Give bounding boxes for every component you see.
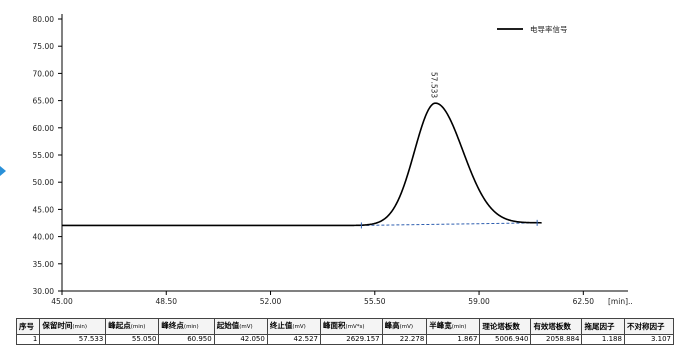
table-header-cell: 不对称因子: [623, 318, 674, 335]
header-unit: (min): [130, 324, 146, 330]
table-cell: 1: [15, 334, 41, 345]
table-row[interactable]: 1 57.533 55.050 60.950 42.050 42.527 2629.157 2…: [15, 334, 674, 345]
y-tick-label-2: 40.00: [33, 233, 55, 242]
x-axis-unit-label: [min]..: [608, 297, 633, 306]
table-cell: 1.867: [426, 334, 481, 345]
table-cell: 57.533: [39, 334, 107, 345]
chromatogram-chart: 30.00 35.00 40.00 45.00 50.00 55.00 60.00 65.00…: [33, 14, 633, 306]
table-cell: 42.527: [266, 334, 321, 345]
table-header-cell: 保留时间(min): [39, 318, 107, 335]
series-line-conductivity: [62, 102, 542, 227]
table-cell: 3.107: [623, 334, 674, 345]
peak-results-table: 序号 保留时间(min) 峰起点(min) 峰终点(min) 起始值(mV) 终止值(mV…: [15, 318, 674, 345]
header-unit: (min): [451, 324, 467, 330]
x-tick-label-5: 62.50: [573, 297, 595, 306]
header-label: 有效塔板数: [533, 322, 571, 331]
y-tick-label-9: 75.00: [33, 42, 55, 51]
peak-apex-label: 57.533: [429, 72, 438, 98]
table-cell: 2058.884: [530, 334, 583, 345]
header-label: 峰高: [384, 321, 400, 330]
table-cell: 2629.157: [319, 334, 383, 345]
y-tick-label-8: 70.00: [33, 69, 55, 78]
y-tick-label-1: 35.00: [33, 260, 55, 269]
x-tick-label-1: 48.50: [156, 297, 178, 306]
header-unit: (mV): [292, 324, 306, 330]
y-tick-label-6: 60.00: [33, 124, 55, 133]
x-tick-label-3: 55.50: [364, 297, 386, 306]
table-header-cell: 峰面积(mV*s): [319, 318, 383, 335]
header-label: 拖尾因子: [584, 322, 615, 331]
y-tick-label-5: 55.00: [33, 151, 55, 160]
y-tick-label-4: 50.00: [33, 178, 55, 187]
table-header-cell: 终止值(mV): [266, 318, 321, 335]
table-cell: 22.278: [381, 334, 428, 345]
table-header-cell: 峰终点(min): [158, 318, 215, 335]
header-label: 终止值: [269, 321, 293, 330]
header-unit: (mV): [239, 324, 253, 330]
table-header-row: 序号 保留时间(min) 峰起点(min) 峰终点(min) 起始值(mV) 终止值(mV…: [15, 318, 674, 335]
header-label: 序号: [19, 322, 34, 331]
header-label: 峰面积: [322, 321, 346, 330]
table-cell: 55.050: [105, 334, 160, 345]
table-header-cell: 半峰宽(min): [426, 318, 481, 335]
table-header-cell: 峰高(mV): [381, 318, 428, 335]
header-label: 峰终点: [161, 321, 184, 330]
y-axis-ticks: 30.00 35.00 40.00 45.00 50.00 55.00 60.00 65.00…: [33, 15, 62, 296]
x-tick-label-0: 45.00: [51, 297, 73, 306]
peak-baseline-line: [361, 222, 538, 226]
table-header-cell: 序号: [15, 318, 41, 335]
expand-panel-arrow-icon[interactable]: [0, 166, 6, 176]
y-tick-label-3: 45.00: [33, 205, 55, 214]
x-tick-label-2: 52.00: [260, 297, 282, 306]
y-tick-label-0: 30.00: [33, 287, 55, 296]
header-label: 峰起点: [108, 321, 131, 330]
header-label: 保留时间: [42, 321, 73, 330]
header-label: 起始值: [216, 321, 240, 330]
table-cell: 42.050: [213, 334, 268, 345]
table-cell: 60.950: [158, 334, 215, 345]
header-unit: (min): [72, 324, 88, 330]
x-tick-label-4: 59.00: [468, 297, 490, 306]
header-label: 半峰宽: [429, 321, 452, 330]
y-tick-label-7: 65.00: [33, 97, 55, 106]
table-header-cell: 起始值(mV): [213, 318, 268, 335]
legend-label: 电导率信号: [530, 24, 568, 34]
header-unit: (mV): [399, 324, 414, 330]
y-tick-label-10: 80.00: [33, 15, 55, 24]
table-header-cell: 拖尾因子: [581, 318, 625, 335]
table-header-cell: 峰起点(min): [105, 318, 160, 335]
table-cell: 5006.940: [479, 334, 532, 345]
header-label: 理论塔板数: [482, 322, 520, 331]
header-unit: (min): [183, 324, 199, 330]
header-label: 不对称因子: [626, 322, 665, 331]
table-header-cell: 有效塔板数: [530, 318, 583, 335]
table-header-cell: 理论塔板数: [479, 318, 532, 335]
legend: 电导率信号: [497, 24, 568, 34]
header-unit: (mV*s): [345, 324, 365, 330]
table-cell: 1.188: [581, 334, 625, 345]
